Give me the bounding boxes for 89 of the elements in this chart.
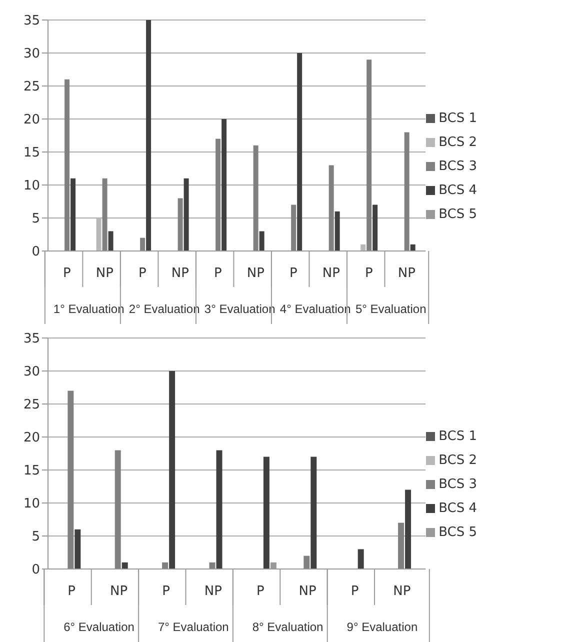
y-tick-label: 20	[23, 112, 40, 128]
bar	[304, 556, 310, 569]
y-tick-label: 20	[23, 430, 40, 446]
bar	[410, 244, 416, 251]
bar	[405, 490, 412, 569]
bar	[216, 450, 222, 569]
bar	[122, 562, 128, 569]
y-tick-label: 25	[23, 80, 40, 95]
x-tick-label: NP	[322, 266, 340, 281]
x-tick-label: NP	[96, 266, 114, 281]
bar	[209, 562, 216, 569]
y-tick-label: 10	[23, 178, 40, 194]
legend-label: BCS 5	[438, 207, 477, 222]
y-tick-label: 30	[23, 364, 40, 380]
bar	[398, 522, 404, 569]
bar	[328, 165, 334, 251]
y-tick-label: 5	[32, 530, 40, 545]
y-tick-label: 25	[23, 398, 40, 413]
x-tick-label: NP	[110, 584, 128, 599]
bar	[263, 456, 270, 569]
bar	[169, 371, 176, 569]
x-tick-label: P	[162, 584, 170, 599]
bar	[222, 119, 227, 251]
bar	[114, 450, 121, 569]
bar	[253, 145, 258, 251]
legend-label: BCS 1	[438, 429, 477, 444]
bar	[68, 390, 74, 569]
legend-label: BCS 2	[438, 453, 477, 468]
x-tick-label: P	[289, 266, 298, 281]
bar	[108, 231, 114, 251]
bar	[291, 204, 296, 251]
bar	[184, 178, 189, 251]
legend-label: BCS 4	[438, 183, 477, 198]
bar	[297, 53, 302, 251]
bar	[404, 132, 410, 251]
x-tick-label: P	[350, 584, 359, 599]
text: 2° Evaluation	[128, 302, 200, 316]
bar	[259, 231, 264, 251]
x-tick-label: NP	[298, 584, 317, 599]
bar	[74, 529, 81, 569]
bar	[70, 178, 76, 251]
text: 6° Evaluation	[64, 620, 134, 634]
y-tick-label: 15	[23, 146, 40, 161]
legend-label: BCS 3	[438, 477, 477, 492]
bar	[358, 549, 364, 569]
text: 1° Evaluation	[53, 302, 124, 316]
text: 8° Evaluation	[252, 620, 324, 634]
x-tick-label: NP	[246, 266, 265, 281]
y-tick-label: 30	[23, 46, 40, 62]
y-tick-label: 0	[32, 244, 40, 260]
x-tick-label: P	[256, 584, 264, 599]
x-tick-label: NP	[171, 266, 190, 281]
bar	[366, 60, 372, 251]
y-tick-label: 0	[32, 562, 40, 578]
bar	[64, 79, 70, 251]
text: 7° Evaluation	[158, 620, 229, 634]
y-tick-label: 5	[32, 212, 40, 227]
bar	[178, 198, 183, 251]
y-tick-label: 10	[23, 496, 40, 512]
text: 3° Evaluation	[204, 302, 276, 316]
bar	[102, 178, 108, 251]
x-tick-label: NP	[393, 584, 411, 599]
x-tick-label: P	[62, 266, 71, 281]
bar	[140, 238, 146, 251]
bar	[310, 456, 317, 569]
y-tick-label: 15	[23, 464, 40, 479]
text: 9° Evaluation	[346, 620, 418, 634]
legend-label: BCS 1	[438, 111, 477, 126]
y-tick-label: 35	[23, 332, 40, 347]
text: 4° Evaluation	[280, 302, 351, 316]
x-tick-label: NP	[398, 266, 416, 281]
bar	[96, 218, 102, 251]
bar	[216, 138, 221, 251]
x-tick-label: P	[68, 584, 76, 599]
x-tick-label: P	[365, 266, 374, 281]
x-tick-label: NP	[204, 584, 222, 599]
bar	[360, 244, 366, 251]
legend-label: BCS 4	[438, 501, 477, 516]
bar	[334, 211, 340, 251]
bar	[146, 20, 152, 251]
text: 5° Evaluation	[355, 302, 426, 316]
y-tick-label: 35	[23, 14, 40, 29]
bar	[162, 562, 168, 569]
bar	[372, 204, 378, 251]
x-tick-label: P	[138, 266, 146, 281]
legend-label: BCS 3	[438, 159, 477, 174]
legend-label: BCS 5	[438, 525, 477, 540]
legend-label: BCS 2	[438, 135, 477, 150]
x-tick-label: P	[214, 266, 222, 281]
